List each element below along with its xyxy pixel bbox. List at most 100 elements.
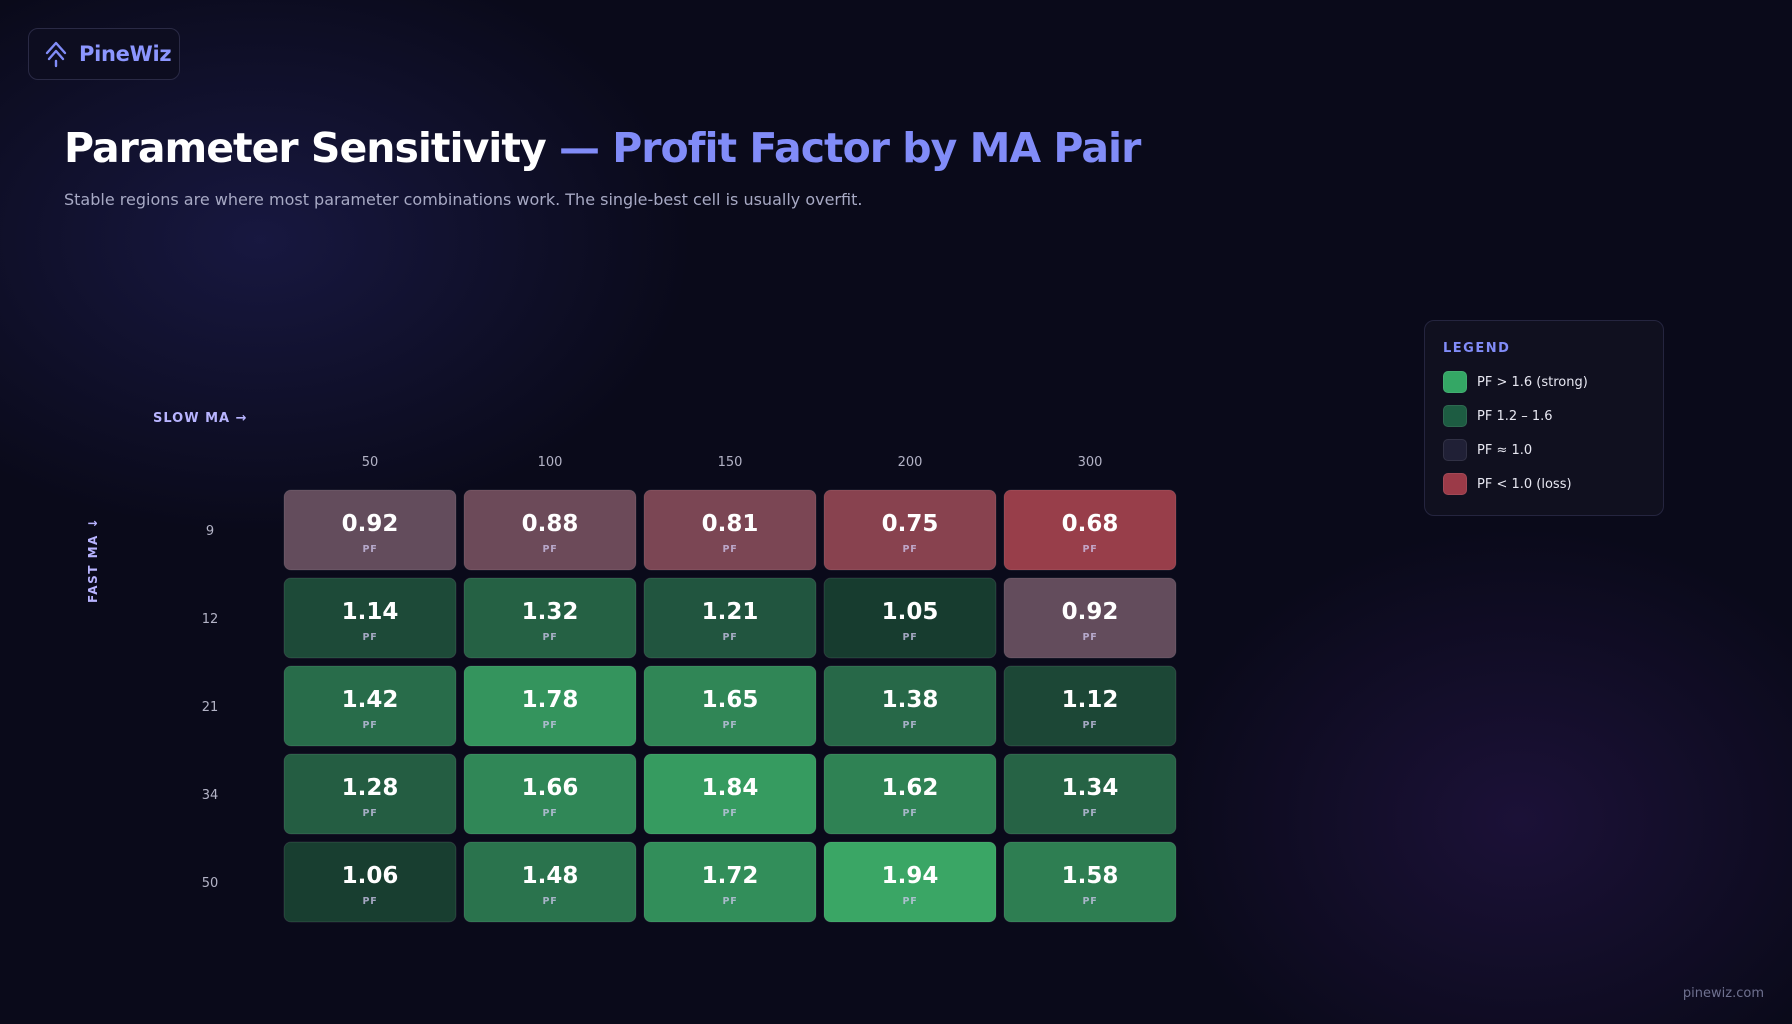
cell-value-label: 0.92 bbox=[342, 511, 399, 537]
cell-unit-label: PF bbox=[362, 632, 377, 643]
cell-value-label: 0.75 bbox=[882, 511, 939, 537]
legend-item-breakeven: PF ≈ 1.0 bbox=[1443, 438, 1645, 462]
cell-value-label: 0.81 bbox=[702, 511, 759, 537]
cell-unit-label: PF bbox=[362, 720, 377, 731]
heatmap-cell[interactable] bbox=[283, 577, 457, 659]
cell-value-label: 1.72 bbox=[702, 863, 759, 889]
cell-value-label: 1.78 bbox=[522, 687, 579, 713]
y-tick-label: 21 bbox=[202, 700, 219, 715]
x-tick-label: 300 bbox=[1078, 455, 1103, 470]
heatmap-cell[interactable] bbox=[463, 489, 637, 571]
legend-swatch-breakeven bbox=[1443, 439, 1467, 461]
legend-item-loss: PF < 1.0 (loss) bbox=[1443, 472, 1645, 496]
heatmap-cell[interactable] bbox=[1003, 753, 1177, 835]
heatmap-cell[interactable] bbox=[283, 665, 457, 747]
heatmap-cell[interactable] bbox=[823, 489, 997, 571]
legend-swatch-moderate bbox=[1443, 405, 1467, 427]
cell-value-label: 1.62 bbox=[882, 775, 939, 801]
heatmap-cell[interactable] bbox=[1003, 841, 1177, 923]
heatmap-cell[interactable] bbox=[823, 753, 997, 835]
cell-value-label: 1.34 bbox=[1062, 775, 1119, 801]
cell-unit-label: PF bbox=[542, 632, 557, 643]
cell-unit-label: PF bbox=[902, 720, 917, 731]
cell-value-label: 1.12 bbox=[1062, 687, 1119, 713]
cell-unit-label: PF bbox=[362, 808, 377, 819]
cell-unit-label: PF bbox=[1082, 544, 1097, 555]
cell-value-label: 1.06 bbox=[342, 863, 399, 889]
legend-item-strong: PF > 1.6 (strong) bbox=[1443, 370, 1645, 394]
heatmap-cell[interactable] bbox=[823, 577, 997, 659]
cell-value-label: 1.21 bbox=[702, 599, 759, 625]
cell-unit-label: PF bbox=[542, 544, 557, 555]
heatmap-cell[interactable] bbox=[1003, 665, 1177, 747]
cell-unit-label: PF bbox=[902, 632, 917, 643]
cell-unit-label: PF bbox=[722, 808, 737, 819]
heatmap-cell[interactable] bbox=[1003, 489, 1177, 571]
cell-value-label: 1.84 bbox=[702, 775, 759, 801]
cell-unit-label: PF bbox=[542, 808, 557, 819]
heatmap-cell[interactable] bbox=[283, 753, 457, 835]
cell-value-label: 1.28 bbox=[342, 775, 399, 801]
cell-value-label: 1.32 bbox=[522, 599, 579, 625]
cell-unit-label: PF bbox=[1082, 720, 1097, 731]
cell-value-label: 0.88 bbox=[522, 511, 579, 537]
heatmap-cell[interactable] bbox=[823, 665, 997, 747]
y-tick-label: 12 bbox=[202, 612, 219, 627]
legend-swatch-strong bbox=[1443, 371, 1467, 393]
footer-site[interactable]: pinewiz.com bbox=[1682, 986, 1764, 1001]
cell-unit-label: PF bbox=[362, 896, 377, 907]
legend-label-strong: PF > 1.6 (strong) bbox=[1477, 374, 1588, 390]
cell-value-label: 1.65 bbox=[702, 687, 759, 713]
page-title: Parameter Sensitivity — Profit Factor by… bbox=[64, 124, 1141, 172]
cell-value-label: 1.48 bbox=[522, 863, 579, 889]
cell-unit-label: PF bbox=[542, 896, 557, 907]
x-tick-label: 200 bbox=[898, 455, 923, 470]
heatmap-cell[interactable] bbox=[283, 489, 457, 571]
cell-value-label: 1.14 bbox=[342, 599, 399, 625]
heatmap-cell[interactable] bbox=[823, 841, 997, 923]
heatmap-cell[interactable] bbox=[283, 841, 457, 923]
cell-value-label: 1.38 bbox=[882, 687, 939, 713]
legend-swatch-loss bbox=[1443, 473, 1467, 495]
brand-name: PineWiz bbox=[79, 42, 172, 66]
legend-label-moderate: PF 1.2 – 1.6 bbox=[1477, 408, 1553, 424]
x-tick-label: 50 bbox=[362, 455, 379, 470]
heatmap-cell[interactable] bbox=[643, 577, 817, 659]
cell-value-label: 1.94 bbox=[882, 863, 939, 889]
cell-unit-label: PF bbox=[1082, 808, 1097, 819]
heatmap-cell[interactable] bbox=[643, 489, 817, 571]
heatmap-cell[interactable] bbox=[463, 577, 637, 659]
heatmap-cell[interactable] bbox=[1003, 577, 1177, 659]
heatmap-cell[interactable] bbox=[643, 665, 817, 747]
y-tick-label: 50 bbox=[202, 876, 219, 891]
legend-title: LEGEND bbox=[1443, 341, 1511, 356]
heatmap-cell[interactable] bbox=[643, 841, 817, 923]
heatmap-cell[interactable] bbox=[463, 665, 637, 747]
x-tick-label: 150 bbox=[718, 455, 743, 470]
heatmap-cell[interactable] bbox=[463, 841, 637, 923]
pine-tree-arrow-icon bbox=[45, 41, 67, 68]
cell-unit-label: PF bbox=[902, 544, 917, 555]
cell-value-label: 1.42 bbox=[342, 687, 399, 713]
cell-unit-label: PF bbox=[722, 720, 737, 731]
cell-unit-label: PF bbox=[902, 896, 917, 907]
y-tick-label: 9 bbox=[206, 524, 214, 539]
x-tick-label: 100 bbox=[538, 455, 563, 470]
legend-panel: LEGEND PF > 1.6 (strong) PF 1.2 – 1.6 PF… bbox=[1424, 320, 1664, 516]
cell-unit-label: PF bbox=[542, 720, 557, 731]
legend-label-loss: PF < 1.0 (loss) bbox=[1477, 476, 1572, 492]
cell-unit-label: PF bbox=[362, 544, 377, 555]
heatmap-cell[interactable] bbox=[463, 753, 637, 835]
cell-unit-label: PF bbox=[722, 896, 737, 907]
brand-badge[interactable]: PineWiz bbox=[28, 28, 180, 80]
title-accent: — Profit Factor by MA Pair bbox=[558, 124, 1141, 172]
cell-value-label: 0.68 bbox=[1062, 511, 1119, 537]
title-main: Parameter Sensitivity bbox=[64, 124, 559, 172]
cell-unit-label: PF bbox=[902, 808, 917, 819]
cell-value-label: 1.66 bbox=[522, 775, 579, 801]
cell-value-label: 0.92 bbox=[1062, 599, 1119, 625]
legend-label-breakeven: PF ≈ 1.0 bbox=[1477, 442, 1533, 458]
cell-unit-label: PF bbox=[1082, 896, 1097, 907]
heatmap-cell[interactable] bbox=[643, 753, 817, 835]
